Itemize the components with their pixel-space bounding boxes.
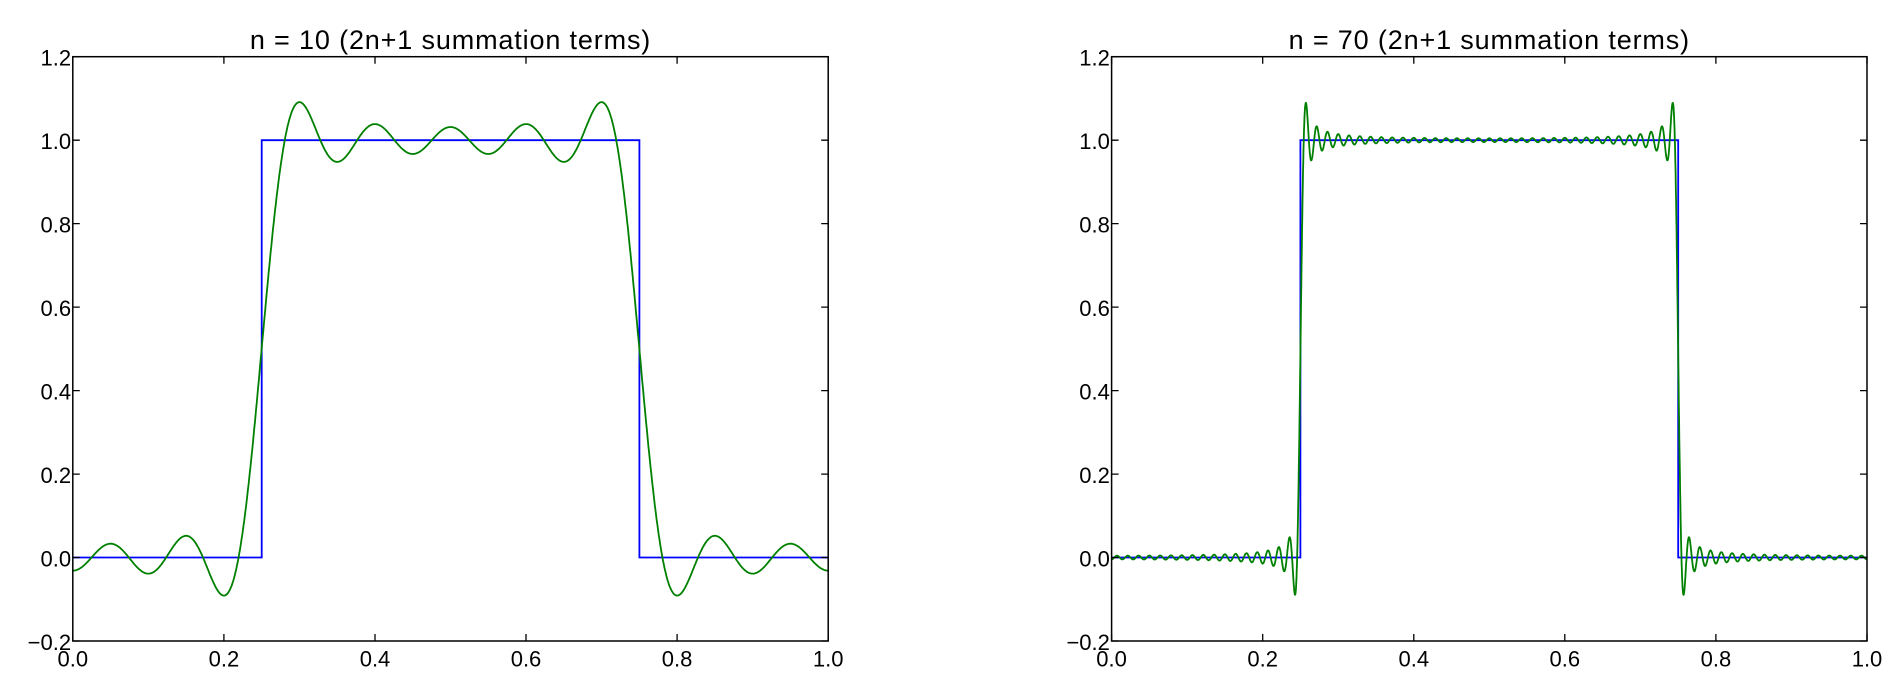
- svg-text:0.6: 0.6: [511, 646, 542, 671]
- svg-text:0.8: 0.8: [41, 213, 72, 238]
- svg-text:0.4: 0.4: [1399, 646, 1430, 671]
- svg-text:0.0: 0.0: [1096, 646, 1127, 671]
- svg-text:0.6: 0.6: [1079, 296, 1110, 321]
- svg-text:0.2: 0.2: [1079, 463, 1110, 488]
- svg-text:n = 10 (2n+1 summation terms): n = 10 (2n+1 summation terms): [250, 25, 651, 55]
- svg-text:−0.2: −0.2: [1066, 630, 1109, 655]
- svg-text:0.6: 0.6: [41, 296, 72, 321]
- svg-text:0.2: 0.2: [1247, 646, 1278, 671]
- svg-text:1.0: 1.0: [813, 646, 844, 671]
- svg-text:0.0: 0.0: [58, 646, 89, 671]
- svg-text:n = 70 (2n+1 summation terms): n = 70 (2n+1 summation terms): [1289, 25, 1690, 55]
- svg-text:0.0: 0.0: [1079, 546, 1110, 571]
- svg-text:0.2: 0.2: [41, 463, 72, 488]
- svg-text:1.2: 1.2: [1079, 46, 1110, 71]
- svg-text:1.0: 1.0: [1079, 129, 1110, 154]
- svg-text:0.4: 0.4: [1079, 380, 1110, 405]
- svg-text:0.8: 0.8: [1079, 213, 1110, 238]
- svg-text:0.8: 0.8: [662, 646, 693, 671]
- svg-text:1.0: 1.0: [41, 129, 72, 154]
- svg-text:1.0: 1.0: [1852, 646, 1883, 671]
- svg-text:−0.2: −0.2: [28, 630, 71, 655]
- svg-text:0.8: 0.8: [1701, 646, 1732, 671]
- svg-text:0.4: 0.4: [360, 646, 391, 671]
- svg-text:0.4: 0.4: [41, 380, 72, 405]
- svg-text:0.6: 0.6: [1550, 646, 1581, 671]
- svg-text:0.0: 0.0: [41, 546, 72, 571]
- svg-text:1.2: 1.2: [41, 46, 72, 71]
- svg-text:0.2: 0.2: [209, 646, 240, 671]
